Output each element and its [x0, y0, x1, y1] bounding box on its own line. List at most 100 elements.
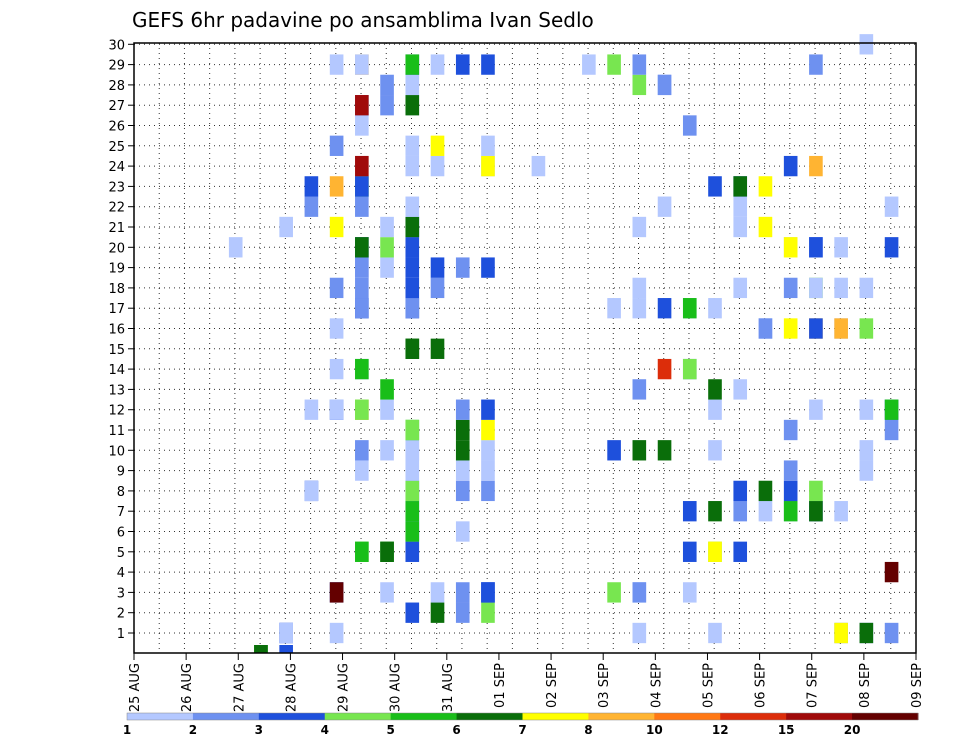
heatmap-cell	[733, 216, 748, 238]
heatmap-cell	[405, 440, 420, 461]
heatmap-cell	[430, 155, 445, 177]
heatmap-cell	[405, 501, 420, 522]
heatmap-cell	[355, 176, 369, 197]
heatmap-cell	[405, 277, 420, 299]
heatmap-cell	[657, 298, 672, 319]
heatmap-cell	[682, 541, 697, 562]
y-tick-label: 15	[108, 343, 125, 358]
x-tick-label: 31 AUG	[441, 663, 456, 712]
heatmap-cell	[834, 501, 848, 522]
x-tick-label: 04 SEP	[649, 663, 664, 708]
y-tick-label: 26	[108, 120, 125, 135]
heatmap-cell	[783, 277, 798, 299]
heatmap-cell	[682, 115, 697, 136]
heatmap-cell	[405, 602, 420, 623]
heatmap-cell	[531, 155, 546, 177]
legend-swatch	[258, 713, 326, 720]
heatmap-cell	[405, 521, 420, 542]
heatmap-cell	[632, 622, 647, 644]
heatmap-cell	[884, 419, 899, 441]
y-tick-label: 19	[108, 262, 125, 277]
heatmap-cell	[455, 602, 470, 623]
x-tick-label: 03 SEP	[597, 663, 612, 708]
chart-title: GEFS 6hr padavine po ansamblima Ivan Sed…	[132, 8, 594, 32]
heatmap-cell	[834, 318, 848, 339]
heatmap-cell	[380, 74, 394, 96]
legend-swatch	[522, 713, 589, 720]
heatmap-cell	[380, 95, 394, 116]
heatmap-cell	[405, 196, 420, 217]
heatmap-cell	[481, 602, 495, 623]
y-tick-label: 10	[108, 444, 125, 459]
heatmap-cell	[783, 501, 798, 522]
legend-label: 6	[452, 723, 460, 737]
heatmap-cell	[809, 54, 823, 75]
heatmap-cell	[682, 358, 697, 380]
heatmap-cell	[632, 582, 647, 603]
heatmap-cell	[809, 237, 823, 258]
heatmap-cell	[582, 54, 596, 75]
heatmap-cell	[708, 440, 722, 461]
legend-frame	[126, 712, 919, 721]
heatmap-cell	[733, 277, 748, 299]
heatmap-cell	[733, 501, 748, 522]
heatmap-cell	[455, 399, 470, 420]
heatmap-cell	[481, 135, 495, 156]
y-tick-label: 16	[108, 323, 125, 338]
legend-swatch	[390, 713, 458, 720]
y-tick-label: 27	[108, 99, 125, 114]
legend-label: 5	[386, 723, 394, 737]
heatmap-cell	[783, 237, 798, 258]
heatmap-cell	[859, 34, 874, 55]
heatmap-cell	[405, 338, 420, 359]
y-tick-label: 7	[117, 505, 125, 520]
legend-swatch	[786, 713, 853, 720]
heatmap-cell	[708, 379, 722, 400]
heatmap-cell	[355, 298, 369, 319]
heatmap-cell	[329, 277, 344, 299]
heatmap-cell	[254, 645, 268, 653]
heatmap-cell	[455, 460, 470, 481]
heatmap-cell	[682, 298, 697, 319]
heatmap-cell	[405, 480, 420, 502]
heatmap-cell	[481, 440, 495, 461]
heatmap-cell	[481, 155, 495, 177]
heatmap-cell	[481, 419, 495, 441]
y-tick-label: 18	[108, 282, 125, 297]
x-tick-label: 28 AUG	[284, 663, 299, 712]
legend-label: 7	[518, 723, 526, 737]
heatmap-cell	[682, 582, 697, 603]
heatmap-cell	[405, 155, 420, 177]
x-tick-label: 26 AUG	[180, 663, 195, 712]
y-tick-label: 29	[108, 59, 125, 74]
legend-label: 1	[123, 723, 131, 737]
heatmap-cell	[405, 257, 420, 278]
heatmap-cell	[783, 318, 798, 339]
y-axis-ticks: 1234567891011121314151617181920212223242…	[108, 38, 134, 642]
legend-swatch	[588, 713, 655, 720]
heatmap-cell	[329, 54, 344, 75]
heatmap-cell	[758, 480, 773, 502]
heatmap-cell	[809, 318, 823, 339]
x-tick-label: 08 SEP	[858, 663, 873, 708]
heatmap-cell	[430, 54, 445, 75]
x-tick-label: 05 SEP	[701, 663, 716, 708]
y-tick-label: 6	[117, 526, 125, 541]
x-tick-label: 27 AUG	[232, 663, 247, 712]
heatmap-cell	[329, 622, 344, 644]
y-tick-label: 28	[108, 79, 125, 94]
heatmap-cell	[481, 54, 495, 75]
heatmap-cell	[758, 501, 773, 522]
heatmap-cell	[834, 237, 848, 258]
heatmap-cell	[884, 237, 899, 258]
heatmap-cell	[758, 176, 773, 197]
heatmap-cell	[708, 501, 722, 522]
heatmap-cell	[355, 54, 369, 75]
y-tick-label: 17	[108, 302, 125, 317]
heatmap-cell	[809, 501, 823, 522]
heatmap-cell	[380, 257, 394, 278]
legend-label: 12	[712, 723, 729, 737]
y-tick-label: 2	[117, 607, 125, 622]
heatmap-cell	[632, 298, 647, 319]
heatmap-cell	[632, 74, 647, 96]
